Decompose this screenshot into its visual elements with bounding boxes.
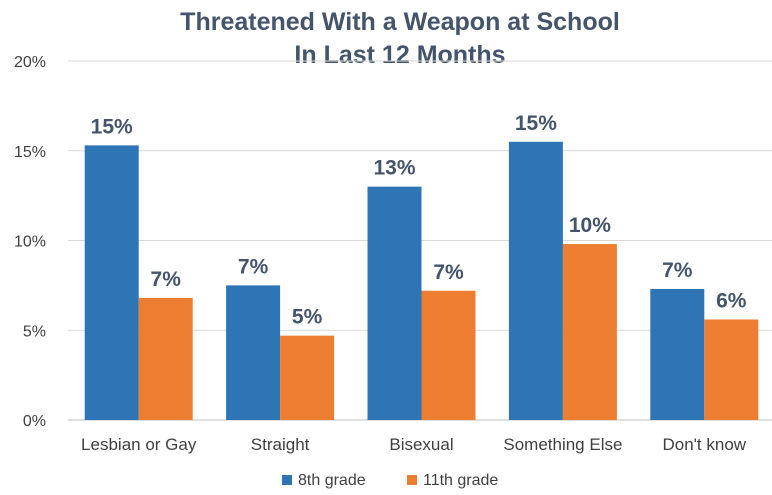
- category-label: Something Else: [503, 435, 622, 454]
- x-axis-categories: Lesbian or Gay Straight Bisexual Something …: [81, 435, 747, 454]
- category-label: Straight: [251, 435, 310, 454]
- bar-11th-grade: [421, 290, 476, 420]
- category-label: Bisexual: [389, 435, 453, 454]
- bar-11th-grade: [138, 297, 193, 420]
- data-label: 5%: [292, 306, 323, 329]
- bar-11th-grade: [704, 319, 759, 420]
- bar-11th-grade: [562, 244, 617, 420]
- legend-label: 11th grade: [423, 472, 498, 489]
- legend-swatch: [282, 475, 292, 485]
- y-tick-label: 15%: [14, 144, 46, 161]
- y-axis-ticks: 0% 5% 10% 15% 20%: [14, 54, 46, 430]
- data-label: 7%: [238, 255, 269, 278]
- bars: [84, 141, 759, 421]
- chart-title-line2: In Last 12 Months: [294, 41, 505, 69]
- legend-label: 8th grade: [298, 472, 366, 489]
- bar-11th-grade: [280, 335, 335, 420]
- data-label: 10%: [569, 214, 611, 237]
- data-label: 15%: [91, 115, 133, 138]
- data-label: 13%: [373, 157, 415, 180]
- bar-8th-grade: [226, 285, 281, 420]
- data-label: 15%: [515, 112, 557, 135]
- y-tick-label: 0%: [23, 413, 46, 430]
- y-tick-label: 5%: [23, 323, 46, 340]
- legend-swatch: [407, 475, 417, 485]
- data-label: 7%: [662, 259, 693, 282]
- chart-title-line1: Threatened With a Weapon at School: [180, 8, 620, 36]
- bar-8th-grade: [367, 186, 422, 420]
- bar-8th-grade: [84, 145, 139, 421]
- data-label: 7%: [151, 268, 182, 291]
- data-labels: 15% 7% 7% 5% 13% 7% 15% 10% 7% 6%: [91, 112, 747, 329]
- category-label: Don't know: [663, 435, 747, 454]
- y-tick-label: 10%: [14, 234, 46, 251]
- category-label: Lesbian or Gay: [81, 435, 197, 454]
- data-label: 6%: [716, 289, 747, 312]
- legend: 8th grade 11th grade: [282, 472, 498, 489]
- data-label: 7%: [433, 261, 464, 284]
- bar-8th-grade: [508, 141, 563, 420]
- y-tick-label: 20%: [14, 54, 46, 71]
- bar-8th-grade: [650, 288, 705, 420]
